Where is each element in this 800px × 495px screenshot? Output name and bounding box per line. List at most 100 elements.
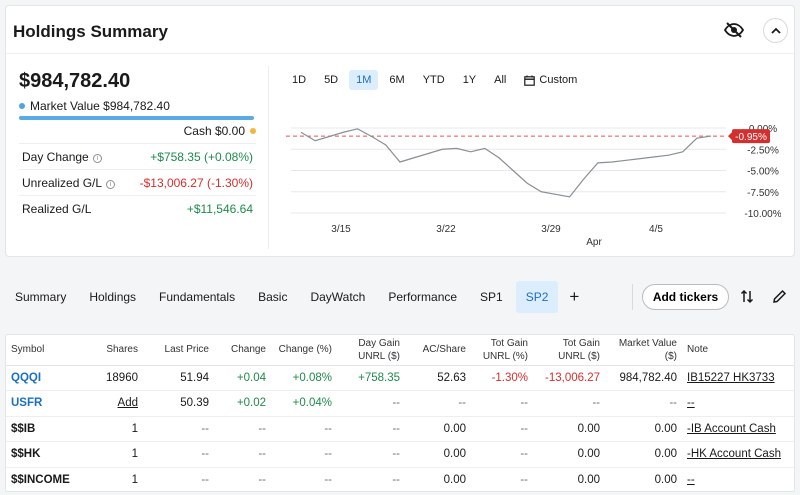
table-cell: -- [337,416,405,442]
table-cell: 1 [88,416,143,442]
table-row: $$HK 1 -- -- -- -- 0.00 -- 0.00 0.00 -HK… [6,441,794,468]
range-tab-6m[interactable]: 6M [389,74,405,86]
range-tab-1d[interactable]: 1D [292,74,307,86]
table-cell: -- [605,390,682,417]
toolbar-divider [632,284,633,310]
table-cell: 0.00 [533,416,605,442]
column-header[interactable]: Shares [88,335,143,366]
column-header[interactable]: Symbol [6,335,88,366]
range-tab-ytd[interactable]: YTD [422,74,445,86]
note-link[interactable]: -- [682,390,794,417]
table-cell: -- [214,441,271,468]
market-value-label: Market Value $984,782.40 [30,99,170,113]
range-tab-custom[interactable]: Custom [517,70,584,90]
holdings-table: Symbol Shares Last Price Change Change (… [5,334,795,492]
stat-label-wrap: Day Change i [22,150,102,164]
tab-fundamentals[interactable]: Fundamentals [159,290,236,304]
stat-value: +$758.35 (+0.08%) [150,149,253,164]
tab-holdings[interactable]: Holdings [89,290,137,304]
symbol-link[interactable]: QQQI [6,365,88,391]
column-header[interactable]: Market Value ($) [605,335,682,366]
holdings-summary-card: Holdings Summary $984,782.40 Market Valu… [5,5,795,257]
tab-sp2[interactable]: SP2 [515,281,559,313]
x-tick-label: 3/29 [541,224,561,235]
stat-value: -$13,006.27 (-1.30%) [139,175,253,190]
tab-daywatch[interactable]: DayWatch [310,290,366,304]
note-link[interactable]: -- [682,467,794,491]
table-cell: -- [471,416,533,442]
table-cell: -- [214,416,271,442]
table-cell: 50.39 [143,390,214,417]
column-header[interactable]: Change (%) [271,335,337,366]
table-cell: 984,782.40 [605,365,682,391]
eye-off-icon[interactable] [724,22,744,38]
range-tabs: 1D 5D 1M 6M YTD 1Y All Custom [285,70,584,90]
table-cell: 1 [88,441,143,468]
y-tick-label: -10.00% [744,209,781,220]
total-value: $984,782.40 [19,70,131,92]
add-shares-link[interactable]: Add [88,390,143,417]
table-cell: -- [271,467,337,491]
column-header[interactable]: Change [214,335,271,366]
add-tickers-button[interactable]: Add tickers [642,284,729,310]
range-tab-1m[interactable]: 1M [349,70,379,90]
view-tabbar: Summary Holdings Fundamentals Basic DayW… [5,280,795,314]
column-header[interactable]: Day Gain UNRL ($) [337,335,405,366]
tab-performance[interactable]: Performance [388,290,458,304]
table-row: $$INCOME 1 -- -- -- -- 0.00 -- 0.00 0.00… [6,467,794,491]
table-cell: +0.04% [271,390,337,417]
table-cell: 0.00 [605,441,682,468]
tab-basic[interactable]: Basic [258,290,288,304]
range-tab-1y[interactable]: 1Y [462,74,477,86]
table-cell: -- [471,441,533,468]
calendar-icon [524,75,536,86]
table-cell: -- [143,441,214,468]
note-link[interactable]: -IB Account Cash [682,416,794,442]
table-cell: 52.63 [405,365,471,391]
table-cell: +0.08% [271,365,337,391]
custom-label: Custom [539,74,578,86]
table-cell: 18960 [88,365,143,391]
table-cell: -- [471,467,533,491]
symbol-link[interactable]: USFR [6,390,88,417]
column-header[interactable]: Tot Gain UNRL (%) [471,335,533,366]
pencil-icon[interactable] [772,289,787,304]
divider [6,53,794,54]
collapse-button[interactable] [763,18,788,43]
info-icon[interactable]: i [106,179,116,189]
table-cell: 0.00 [533,467,605,491]
cash-label: Cash $0.00 [183,124,245,138]
series-line [300,128,712,198]
table-cell: -1.30% [471,365,533,391]
note-link[interactable]: -HK Account Cash [682,441,794,468]
cash-dot [250,128,256,134]
column-header[interactable]: Last Price [143,335,214,366]
current-value-badge [732,129,770,144]
stat-label: Unrealized G/L [22,175,103,190]
table-cell: -- [405,390,471,417]
stat-realized-gl: Realized G/L +$11,546.64 [19,195,256,221]
stat-day-change: Day Change i +$758.35 (+0.08%) [19,143,256,169]
y-tick-label: -2.50% [747,145,779,156]
table-row: $$IB 1 -- -- -- -- 0.00 -- 0.00 0.00 -IB… [6,416,794,442]
column-header[interactable]: AC/Share [405,335,471,366]
table-cell: 0.00 [605,416,682,442]
sort-icon[interactable] [740,289,754,304]
range-tab-all[interactable]: All [494,74,507,86]
range-tab-5d[interactable]: 5D [324,74,339,86]
tab-sp1[interactable]: SP1 [480,290,503,304]
column-header[interactable]: Note [682,335,794,366]
info-icon[interactable]: i [92,153,102,163]
table-cell: -- [143,467,214,491]
table-cell: -- [143,416,214,442]
table-cell: +758.35 [337,365,405,391]
table-cell: -- [337,467,405,491]
column-header[interactable]: Tot Gain UNRL ($) [533,335,605,366]
table-row: QQQI 18960 51.94 +0.04 +0.08% +758.35 52… [6,365,794,391]
table-cell: -- [214,467,271,491]
cash-legend: Cash $0.00 [19,124,256,138]
note-link[interactable]: IB15227 HK3733 [682,365,794,391]
tab-summary[interactable]: Summary [15,290,67,304]
table-cell: 0.00 [405,467,471,491]
add-view-plus-icon[interactable]: + [569,287,580,306]
